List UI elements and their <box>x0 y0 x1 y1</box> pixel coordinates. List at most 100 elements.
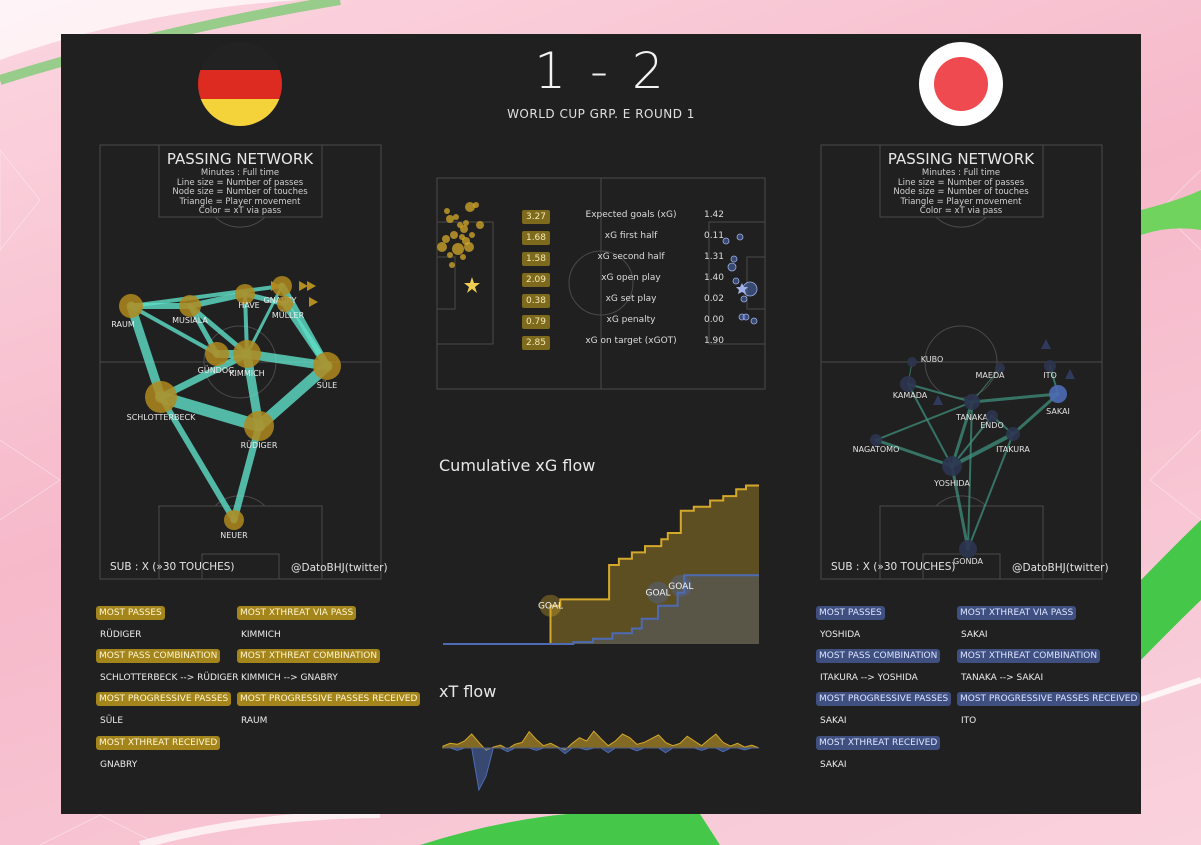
shot-marker <box>473 202 479 208</box>
pass-link <box>875 401 973 441</box>
player-label: ITO <box>1043 371 1057 380</box>
pass-link <box>129 284 284 308</box>
home-network-title: PASSING NETWORK <box>166 150 314 168</box>
legend-line: Line size = Number of passes <box>897 177 1025 188</box>
pass-link <box>230 422 263 524</box>
cumulative-xg-title: Cumulative xG flow <box>439 456 596 475</box>
pass-link <box>129 304 219 356</box>
pass-link <box>950 400 974 468</box>
stat-value: GNABRY <box>100 760 138 770</box>
home-xg-value: 1.58 <box>522 252 550 266</box>
stat-value: SCHLOTTERBECK --> RÜDIGER <box>100 673 239 683</box>
stat-value: YOSHIDA <box>820 630 861 640</box>
away-network-title: PASSING NETWORK <box>887 150 1035 168</box>
goal-label: GOAL <box>538 602 563 612</box>
legend-line: Node size = Number of touches <box>893 187 1029 197</box>
pass-link <box>874 438 954 468</box>
player-label: NEUER <box>220 531 248 540</box>
shot-marker <box>732 277 740 285</box>
stat-badge: MOST XTHREAT RECEIVED <box>96 736 221 750</box>
player-label: KUBO <box>921 355 944 364</box>
xg-row-label: xG first half <box>604 231 658 241</box>
xg-area <box>443 485 759 644</box>
movement-triangle <box>1041 339 1051 349</box>
away-xg-value: 0.11 <box>703 231 725 241</box>
xt-flow-title: xT flow <box>439 682 497 701</box>
player-label: MUSIALA <box>172 316 208 325</box>
goal-label: GOAL <box>668 582 693 592</box>
away-xg-value: 0.00 <box>703 315 725 325</box>
home-network-legend: Minutes : Full time Line size = Number o… <box>155 168 325 217</box>
stat-value: SÜLE <box>100 716 124 726</box>
shot-marker <box>453 214 459 220</box>
away-sub-note: SUB : X (»30 TOUCHES) <box>831 561 956 573</box>
player-label: KAMADA <box>893 391 928 400</box>
player-node <box>900 376 916 392</box>
shot-marker <box>469 232 475 238</box>
xt-area <box>442 730 760 751</box>
movement-triangle <box>299 281 308 291</box>
pass-link <box>907 383 953 467</box>
player-node <box>179 295 201 317</box>
xg-row-label: xG on target (xGOT) <box>585 336 677 346</box>
legend-line: Node size = Number of touches <box>172 187 308 197</box>
pass-link <box>967 433 1014 550</box>
xg-row-label: Expected goals (xG) <box>585 210 677 220</box>
player-label: SAKAI <box>1046 407 1070 416</box>
player-node <box>313 352 341 380</box>
player-node <box>995 363 1005 373</box>
stat-badge: MOST PASSES <box>96 606 165 620</box>
xg-line <box>443 574 759 645</box>
player-node <box>244 411 274 441</box>
player-node <box>145 381 177 413</box>
home-xg-value: 2.09 <box>522 273 550 287</box>
away-network-legend: Minutes : Full time Line size = Number o… <box>876 168 1046 217</box>
xg-row-label: xG open play <box>601 273 661 283</box>
player-node <box>277 296 293 312</box>
home-xg-value: 0.79 <box>522 315 550 329</box>
stat-value: TANAKA --> SAKAI <box>961 673 1044 683</box>
movement-triangle <box>309 297 318 307</box>
home-passing-network-pitch: RAUMMUSIALAHAVEGNABRYMÜLLERGÜNDOGKIMMICH… <box>99 144 382 580</box>
player-label: SÜLE <box>317 380 337 390</box>
player-node <box>870 434 882 446</box>
stat-value: RÜDIGER <box>100 630 142 640</box>
shot-marker <box>750 317 758 325</box>
pass-link <box>907 383 973 403</box>
stat-value: ITAKURA --> YOSHIDA <box>820 673 918 683</box>
home-credit: @DatoBHJ(twitter) <box>291 562 388 574</box>
stat-badge: MOST PASSES <box>816 606 885 620</box>
match-subtitle: WORLD CUP GRP. E ROUND 1 <box>507 107 695 121</box>
pass-link <box>158 394 237 523</box>
stat-badge: MOST XTHREAT COMBINATION <box>957 649 1101 663</box>
shot-marker <box>449 262 455 268</box>
player-label: NAGATOMO <box>853 445 900 454</box>
player-label: MAEDA <box>976 371 1005 380</box>
shot-marker <box>446 215 454 223</box>
xg-row-label: xG set play <box>605 294 657 304</box>
shot-marker <box>464 242 474 252</box>
goal-label: GOAL <box>645 589 670 599</box>
shot-marker <box>730 255 738 263</box>
xg-row-label: xG penalty <box>606 315 656 325</box>
player-label: HAVE <box>238 301 260 310</box>
stat-value: KIMMICH --> GNABRY <box>241 673 338 683</box>
stat-badge: MOST XTHREAT RECEIVED <box>816 736 941 750</box>
away-xg-value: 1.42 <box>703 210 725 220</box>
xg-line <box>443 484 759 645</box>
player-label: MÜLLER <box>272 310 305 320</box>
shot-marker <box>736 233 744 241</box>
away-xg-value: 0.02 <box>703 294 725 304</box>
match-report-board: 1 - 2 WORLD CUP GRP. E ROUND 1 RAUM MUSIA… <box>61 34 1141 814</box>
shot-marker <box>437 242 447 252</box>
japan-flag-icon <box>919 42 1003 126</box>
player-label: GÜNDOG <box>198 365 235 375</box>
legend-line: Minutes : Full time <box>921 168 1001 178</box>
shot-marker <box>457 222 463 228</box>
home-xg-value: 3.27 <box>522 210 550 224</box>
shot-marker <box>452 243 464 255</box>
stat-value: SAKAI <box>961 630 988 640</box>
legend-line: Color = xT via pass <box>919 206 1003 216</box>
stat-value: SAKAI <box>820 760 847 770</box>
